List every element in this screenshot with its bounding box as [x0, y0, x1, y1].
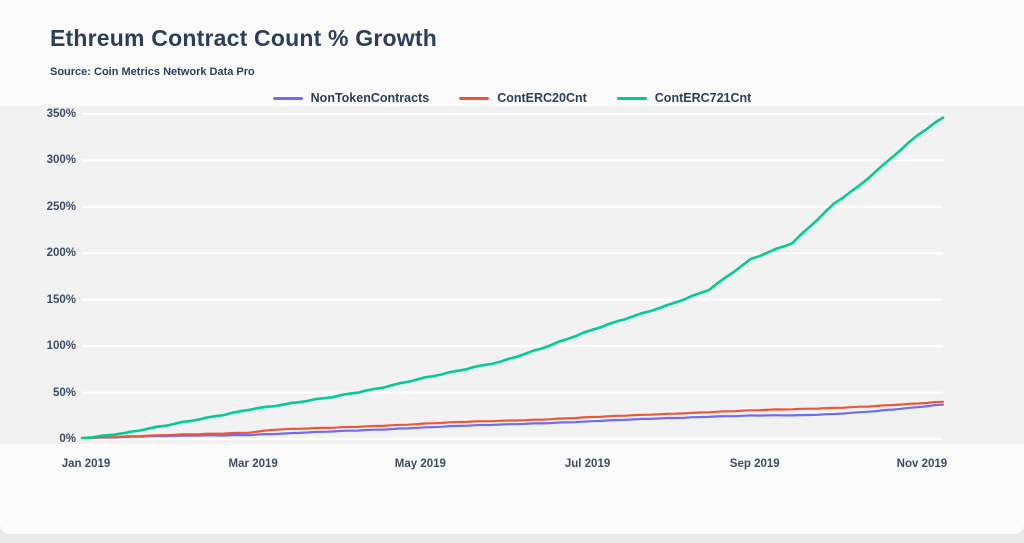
- legend-label: ContERC721Cnt: [654, 91, 752, 105]
- y-tick-50%: 50%: [52, 386, 76, 399]
- x-tick-Jan-2019: Jan 2019: [61, 458, 111, 470]
- legend-item-NonTokenContracts[interactable]: NonTokenContracts: [272, 91, 430, 105]
- x-tick-Jul-2019: Jul 2019: [564, 458, 611, 470]
- chart-source: Source: Coin Metrics Network Data Pro: [50, 66, 255, 78]
- y-tick-200%: 200%: [46, 247, 76, 260]
- y-tick-100%: 100%: [46, 340, 76, 353]
- y-tick-150%: 150%: [46, 293, 76, 306]
- plot-background-band: [0, 106, 1024, 444]
- legend-swatch-ContERC20Cnt: [459, 96, 490, 100]
- series-line-NonTokenContracts[interactable]: [80, 403, 945, 440]
- legend-item-ContERC721Cnt[interactable]: ContERC721Cnt: [616, 91, 752, 105]
- legend-swatch-NonTokenContracts: [272, 96, 303, 100]
- series-line-ContERC721Cnt[interactable]: [80, 116, 945, 440]
- x-tick-Nov-2019: Nov 2019: [896, 458, 948, 470]
- legend-swatch-ContERC721Cnt: [616, 96, 647, 100]
- y-tick-250%: 250%: [46, 200, 76, 213]
- y-tick-0%: 0%: [59, 433, 76, 445]
- y-tick-350%: 350%: [46, 108, 76, 120]
- chart-title: Ethreum Contract Count % Growth: [50, 25, 437, 51]
- legend-label: ContERC20Cnt: [497, 91, 587, 105]
- legend-item-ContERC20Cnt[interactable]: ContERC20Cnt: [459, 91, 587, 105]
- x-tick-Sep-2019: Sep 2019: [729, 458, 780, 470]
- y-tick-300%: 300%: [46, 154, 76, 167]
- chart-legend: NonTokenContracts ContERC20Cnt ContERC721C…: [0, 89, 1024, 107]
- legend-label: NonTokenContracts: [310, 91, 430, 105]
- x-tick-May-2019: May 2019: [394, 458, 446, 470]
- series-line-ContERC20Cnt[interactable]: [80, 400, 945, 440]
- x-tick-Mar-2019: Mar 2019: [228, 458, 278, 470]
